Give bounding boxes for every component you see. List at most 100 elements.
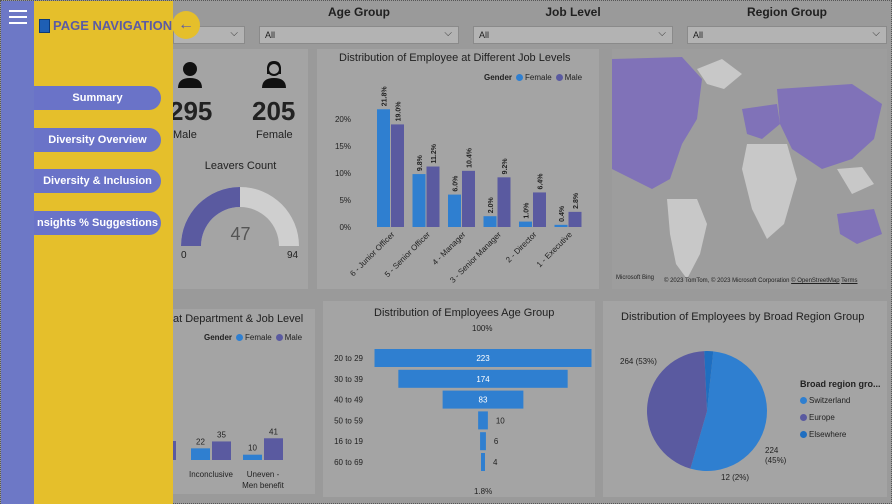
funnel-bar <box>478 411 488 430</box>
pie-slice-switzerland <box>690 351 767 471</box>
filter-value: All <box>693 30 704 40</box>
bar-female <box>191 448 210 460</box>
data-label: 19.0% <box>396 101 403 122</box>
map-region-asia <box>777 84 882 169</box>
male-person-icon <box>178 62 202 88</box>
bar-male <box>497 177 511 227</box>
map-region-south-america <box>667 199 707 279</box>
data-label: 10 <box>248 444 257 453</box>
value-label: 6 <box>494 437 499 446</box>
bar-male <box>462 170 475 227</box>
age-group-funnel-chart: 20 to 29 223 30 to 39 174 40 to 49 83 50 to 59… <box>334 349 592 471</box>
funnel-top-percent: 100% <box>472 324 493 333</box>
bar-female <box>412 174 426 227</box>
department-chart-title: at Department & Job Level <box>173 313 304 325</box>
region-group-dropdown[interactable]: All ⌵ <box>687 26 887 44</box>
bar-female <box>448 194 461 227</box>
female-count: 205 <box>252 96 296 126</box>
gauge-fill <box>181 187 240 246</box>
region-legend-title: Broad region gro... <box>800 379 881 389</box>
legend-female: Female <box>525 73 552 82</box>
filter-label-age-group: Age Group <box>328 5 390 19</box>
category-label: 16 to 19 <box>334 437 363 446</box>
category-label: 30 to 39 <box>334 375 363 384</box>
hamburger-menu-icon[interactable] <box>9 10 27 24</box>
funnel-bar <box>374 349 592 367</box>
filter-value: All <box>265 30 276 40</box>
data-label: 9.2% <box>502 158 509 175</box>
x-tick-label: 2 - Director <box>504 230 539 265</box>
category-label: 50 to 59 <box>334 416 363 425</box>
y-tick-label: 0% <box>339 223 351 232</box>
y-tick-label: 10% <box>335 169 351 178</box>
leavers-count-title: Leavers Count <box>204 160 277 172</box>
data-label: 6.0% <box>453 175 460 192</box>
filter-label-region-group: Region Group <box>747 5 827 19</box>
category-label: 60 to 69 <box>334 458 363 467</box>
nav-button-summary[interactable]: Summary <box>34 86 161 110</box>
age-group-dropdown[interactable]: All ⌵ <box>259 26 459 44</box>
page-navigation-title: PAGE NAVIGATION <box>53 18 173 33</box>
job-level-bar-chart: 0%5%10%15%20%21.8%19.0%6 - Junior Office… <box>335 86 582 285</box>
department-legend: Gender Female Male <box>204 333 302 342</box>
pie-label-europe-pct: (45%) <box>765 456 787 465</box>
chevron-down-icon: ⌵ <box>872 28 880 39</box>
x-tick-label: Uneven - <box>247 470 280 479</box>
x-tick-label: Men benefit <box>242 481 285 490</box>
chevron-down-icon: ⌵ <box>444 28 452 39</box>
y-tick-label: 5% <box>339 196 351 205</box>
bar-male <box>212 441 231 460</box>
region-pie-title: Distribution of Employees by Broad Regio… <box>621 311 865 323</box>
bar-female <box>554 224 568 227</box>
data-label: 22 <box>196 437 205 446</box>
nav-button-insights-suggestions[interactable]: nsights % Suggestions <box>34 211 161 235</box>
pie-label-europe: 224 <box>765 446 779 455</box>
bar-male <box>264 438 283 460</box>
data-label: 2.8% <box>573 192 580 209</box>
job-level-dropdown[interactable]: All ⌵ <box>473 26 673 44</box>
x-tick-label: 1 - Executive <box>535 230 574 269</box>
category-label: 20 to 29 <box>334 354 363 363</box>
sidebar-strip <box>1 1 34 504</box>
data-label: 1.0% <box>524 202 531 219</box>
leavers-gauge <box>181 187 299 246</box>
data-label: 41 <box>269 427 278 436</box>
bar-female <box>519 221 532 227</box>
y-tick-label: 20% <box>335 115 351 124</box>
legend-female: Female <box>245 333 272 342</box>
terms-link[interactable]: Terms <box>841 278 858 284</box>
nav-button-diversity-overview[interactable]: Diversity Overview <box>34 128 161 152</box>
data-label: 35 <box>217 430 226 439</box>
map-region-africa <box>742 144 797 239</box>
job-level-chart-title: Distribution of Employee at Different Jo… <box>339 52 571 64</box>
nav-button-diversity-inclusion[interactable]: Diversity & Inclusion <box>34 169 161 193</box>
gauge-min: 0 <box>181 250 187 261</box>
department-chart-card: at Department & Job Level Gender Female Ma… <box>173 309 315 494</box>
y-tick-label: 15% <box>335 142 351 151</box>
female-label: Female <box>256 129 293 141</box>
region-pie-chart <box>646 351 767 471</box>
bar-male <box>568 211 582 227</box>
department-bar-chart: 22 35 Inconclusive 10 41 Uneven - Men benefit <box>173 427 285 490</box>
value-label: 10 <box>496 416 505 425</box>
region-legend-switzerland: Switzerland <box>796 396 850 405</box>
back-arrow-icon[interactable]: ← <box>172 11 200 39</box>
gauge-max: 94 <box>287 250 299 261</box>
data-label: 0.4% <box>559 205 566 222</box>
leavers-value: 47 <box>230 224 251 244</box>
page-navigation-panel: PAGE NAVIGATION ← Summary Diversity Over… <box>34 1 200 504</box>
pie-slice-elsewhere <box>704 351 714 411</box>
map-region-australia <box>837 209 882 244</box>
bar-male <box>426 166 440 227</box>
value-label: 83 <box>479 396 488 405</box>
osm-link[interactable]: © OpenStreetMap <box>791 278 840 284</box>
pie-label-switzerland: 264 (53%) <box>620 357 657 366</box>
job-level-chart-card: Distribution of Employee at Different Jo… <box>317 49 599 289</box>
male-label: Male <box>173 129 197 141</box>
pie-slice-europe <box>646 351 707 469</box>
region-pie-card: Distribution of Employees by Broad Regio… <box>603 301 887 497</box>
world-map <box>612 49 887 289</box>
female-person-icon <box>262 61 286 88</box>
filter-label-job-level: Job Level <box>545 5 601 19</box>
